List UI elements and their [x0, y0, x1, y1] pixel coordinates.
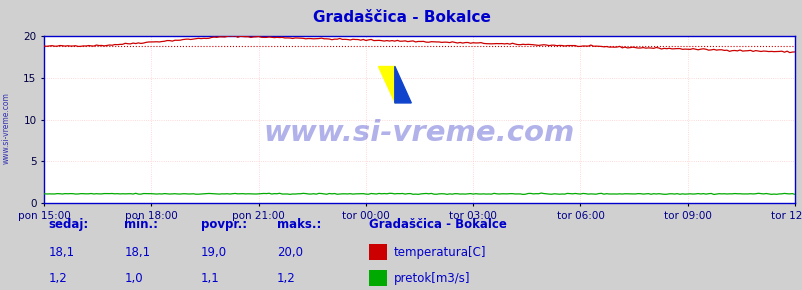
Text: 18,1: 18,1 — [124, 246, 151, 259]
Text: min.:: min.: — [124, 218, 158, 231]
Text: www.si-vreme.com: www.si-vreme.com — [2, 92, 11, 164]
Text: povpr.:: povpr.: — [200, 218, 246, 231]
Text: Gradaščica - Bokalce: Gradaščica - Bokalce — [312, 10, 490, 25]
Text: 20,0: 20,0 — [277, 246, 302, 259]
Text: 1,2: 1,2 — [277, 272, 295, 285]
Text: maks.:: maks.: — [277, 218, 321, 231]
Text: pretok[m3/s]: pretok[m3/s] — [393, 272, 469, 285]
Polygon shape — [378, 66, 395, 103]
Text: sedaj:: sedaj: — [48, 218, 88, 231]
Text: temperatura[C]: temperatura[C] — [393, 246, 485, 259]
Text: 1,2: 1,2 — [48, 272, 67, 285]
Text: 1,0: 1,0 — [124, 272, 143, 285]
Text: 18,1: 18,1 — [48, 246, 75, 259]
Text: Gradaščica - Bokalce: Gradaščica - Bokalce — [369, 218, 507, 231]
Text: www.si-vreme.com: www.si-vreme.com — [264, 119, 574, 147]
Polygon shape — [395, 66, 411, 103]
Text: 19,0: 19,0 — [200, 246, 227, 259]
Text: 1,1: 1,1 — [200, 272, 219, 285]
